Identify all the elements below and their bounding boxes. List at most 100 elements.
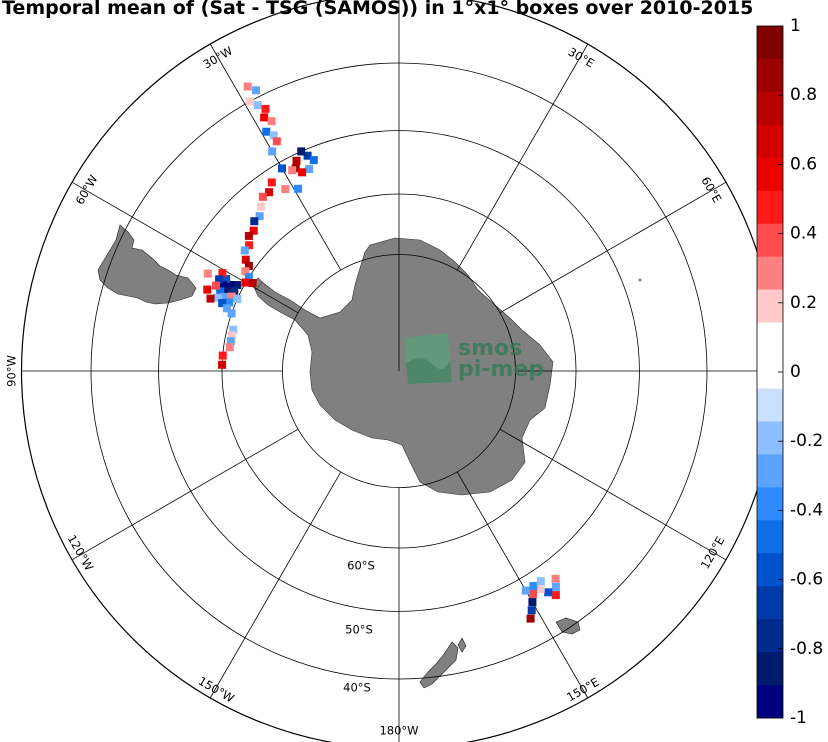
data-cell bbox=[220, 293, 229, 301]
data-cell bbox=[225, 343, 234, 352]
data-cell bbox=[536, 585, 545, 594]
data-cell bbox=[245, 97, 254, 106]
data-cell bbox=[268, 147, 277, 156]
data-cell bbox=[241, 278, 250, 287]
watermark-line2: pi-mep bbox=[458, 357, 544, 382]
lat-label-60s: 60°S bbox=[347, 559, 375, 573]
data-cell bbox=[230, 286, 239, 295]
data-cell bbox=[536, 577, 545, 586]
data-cell bbox=[288, 166, 297, 175]
data-cell bbox=[521, 586, 530, 595]
data-cells bbox=[203, 82, 560, 623]
data-cell bbox=[227, 292, 236, 301]
data-cell bbox=[281, 185, 290, 193]
data-cell bbox=[229, 325, 238, 334]
colorbar-swatch bbox=[757, 586, 783, 620]
data-cell bbox=[233, 295, 242, 303]
data-cell bbox=[203, 285, 212, 294]
data-cell bbox=[244, 231, 253, 240]
data-cell bbox=[261, 104, 270, 113]
data-cell bbox=[241, 267, 250, 276]
data-cell bbox=[260, 113, 269, 122]
colorbar-tick-label: 0 bbox=[790, 362, 801, 382]
data-cell bbox=[225, 298, 234, 307]
chart-title: Temporal mean of (Sat - TSG (SAMOS)) in … bbox=[2, 0, 754, 19]
data-cell bbox=[551, 574, 560, 583]
data-cell bbox=[305, 165, 314, 174]
data-cell bbox=[218, 351, 227, 360]
data-cell bbox=[250, 217, 259, 226]
data-cell bbox=[544, 588, 553, 597]
data-cell bbox=[215, 275, 224, 284]
data-cell bbox=[526, 614, 535, 623]
watermark-wave-icon bbox=[406, 358, 452, 384]
data-cell bbox=[252, 86, 260, 95]
colorbar-tick-label: 0.6 bbox=[790, 154, 817, 174]
data-cell bbox=[245, 241, 254, 250]
meridian-line bbox=[456, 471, 589, 699]
data-cell bbox=[248, 279, 257, 287]
data-cell bbox=[233, 281, 242, 289]
colorbar-swatch bbox=[757, 289, 783, 323]
colorbar-swatch bbox=[757, 190, 783, 225]
data-cell bbox=[294, 184, 302, 193]
colorbar-tick-label: 0.8 bbox=[790, 85, 817, 105]
meridian-line bbox=[71, 181, 299, 314]
data-cell bbox=[243, 82, 252, 91]
colorbar-swatch bbox=[757, 26, 783, 60]
colorbar-swatch bbox=[757, 322, 783, 356]
colorbar-swatch bbox=[757, 454, 783, 488]
data-cell bbox=[303, 151, 312, 160]
data-cell bbox=[292, 156, 301, 165]
data-cell bbox=[267, 178, 276, 187]
data-cell bbox=[244, 273, 253, 282]
data-cell bbox=[529, 582, 538, 590]
colorbar-swatch bbox=[757, 91, 783, 126]
data-cell bbox=[218, 269, 227, 278]
colorbar: 1 0.8 0.6 0.4 0.2 0 -0.2 -0.4 -0.6 -0.8 -1 bbox=[756, 16, 823, 728]
colorbar-tick-label: -1 bbox=[790, 708, 807, 728]
data-cell bbox=[298, 168, 307, 177]
kerguelen-island bbox=[638, 278, 642, 282]
colorbar-tick-label: 0.4 bbox=[790, 224, 817, 244]
data-cell bbox=[262, 127, 271, 136]
data-cell bbox=[527, 606, 536, 615]
lat-label-40s: 40°S bbox=[343, 681, 371, 695]
data-cell bbox=[257, 202, 265, 211]
antarctica-landmass bbox=[252, 237, 554, 496]
colorbar-swatch bbox=[757, 652, 783, 686]
colorbar-swatch bbox=[757, 685, 783, 719]
colorbar-swatch bbox=[757, 157, 783, 192]
data-cell bbox=[253, 101, 262, 110]
data-cell bbox=[278, 164, 286, 173]
colorbar-swatch bbox=[757, 58, 783, 93]
meridian-line bbox=[456, 43, 589, 271]
data-cell bbox=[309, 156, 318, 165]
data-cell bbox=[249, 226, 258, 235]
data-cell bbox=[551, 582, 560, 591]
colorbar-swatch bbox=[757, 421, 783, 455]
data-cell bbox=[203, 269, 212, 278]
data-cell bbox=[244, 261, 253, 270]
colorbar-swatch bbox=[757, 619, 783, 653]
data-cell bbox=[265, 188, 274, 197]
meridian-line bbox=[209, 43, 342, 271]
data-cell bbox=[528, 598, 537, 607]
data-cell bbox=[529, 590, 537, 598]
data-cell bbox=[551, 591, 560, 600]
colorbar-tick-label: -0.8 bbox=[790, 639, 823, 659]
meridian-line bbox=[209, 471, 342, 699]
data-cell bbox=[269, 131, 278, 140]
colorbar-swatch bbox=[757, 223, 783, 258]
south-america-landmass bbox=[97, 224, 197, 305]
lon-label-90w: 90°W bbox=[5, 355, 19, 387]
colorbar-tick-label: 0.2 bbox=[790, 293, 817, 313]
data-cell bbox=[223, 286, 232, 295]
data-cell bbox=[222, 275, 231, 284]
meridian-line bbox=[499, 428, 727, 561]
data-cell bbox=[272, 137, 281, 146]
colorbar-swatch bbox=[757, 256, 783, 291]
data-cell bbox=[206, 294, 215, 303]
colorbar-swatch bbox=[757, 124, 783, 159]
